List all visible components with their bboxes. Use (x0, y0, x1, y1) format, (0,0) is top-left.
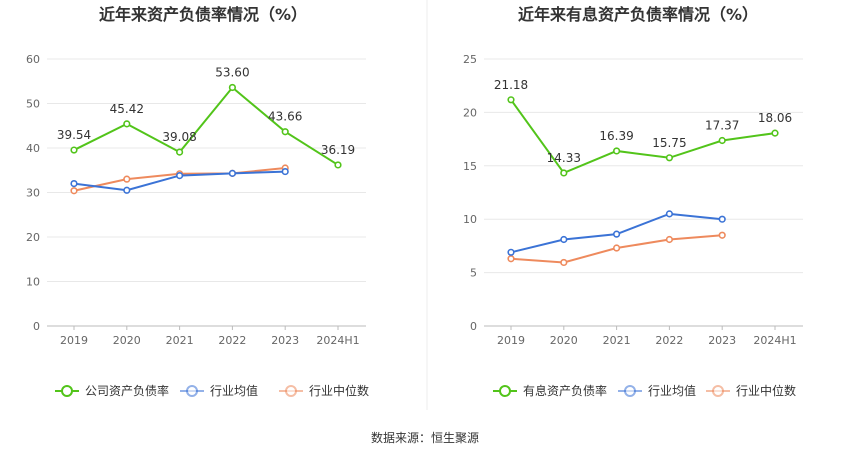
legend-label: 有息资产负债率 (523, 383, 607, 398)
data-point (123, 186, 131, 194)
y-tick-label: 5 (470, 267, 477, 280)
data-label: 53.60 (215, 65, 249, 79)
data-point (560, 235, 568, 244)
data-label: 45.42 (110, 102, 144, 116)
data-label: 15.75 (652, 136, 686, 150)
data-label: 39.54 (57, 128, 91, 142)
legend-label: 行业中位数 (309, 383, 369, 398)
data-point (123, 175, 131, 183)
chart-panel-2: 近年来有息资产负债率情况（%） 0 5 10 15 20 25 2019 2020 2021 202… (463, 5, 803, 398)
y-tick-label: 25 (463, 53, 477, 66)
data-point (507, 248, 515, 256)
data-label: 17.37 (705, 118, 739, 132)
legend-label: 公司资产负债率 (85, 383, 169, 398)
data-point (718, 231, 726, 239)
data-point (281, 128, 289, 136)
y-tick-label: 50 (26, 98, 40, 111)
data-point (718, 215, 726, 223)
data-point (665, 154, 674, 162)
data-point (70, 187, 78, 195)
x-tick-label: 2024H1 (316, 334, 359, 347)
y-tick-label: 20 (26, 231, 40, 244)
data-label: 36.19 (321, 143, 355, 157)
x-tick-label: 2022 (218, 334, 246, 347)
y-tick-label: 30 (26, 187, 40, 200)
series-line (73, 86, 339, 166)
y-tick-label: 20 (463, 106, 477, 119)
data-point (665, 210, 674, 218)
x-tick-label: 2022 (655, 334, 683, 347)
legend-label: 行业中位数 (736, 383, 796, 398)
series-line (510, 99, 776, 175)
y-tick-label: 40 (26, 142, 40, 155)
data-point (228, 169, 236, 177)
data-point (560, 258, 568, 267)
data-point (123, 120, 131, 128)
legend-item: 行业中位数 (706, 383, 796, 398)
legend-marker (285, 385, 297, 397)
data-point (718, 136, 726, 145)
data-point (228, 83, 236, 92)
legend-marker (61, 385, 73, 397)
x-tick-label: 2021 (166, 334, 194, 347)
legend-marker (186, 385, 198, 397)
data-point (176, 148, 184, 156)
legend-marker (624, 385, 636, 397)
data-label: 43.66 (268, 110, 302, 124)
data-point (560, 169, 568, 177)
legend-marker (712, 385, 724, 397)
y-tick-label: 15 (463, 160, 477, 173)
data-label: 14.33 (547, 151, 581, 165)
y-tick-label: 0 (470, 320, 477, 333)
y-tick-label: 10 (463, 213, 477, 226)
legend-item: 行业中位数 (279, 383, 369, 398)
y-tick-label: 10 (26, 276, 40, 289)
data-point (70, 180, 78, 188)
x-tick-label: 2023 (708, 334, 736, 347)
x-tick-label: 2020 (113, 334, 141, 347)
data-label: 39.08 (162, 130, 196, 144)
data-label: 18.06 (758, 111, 792, 125)
x-tick-label: 2021 (603, 334, 631, 347)
data-point (176, 171, 184, 180)
data-point (507, 255, 515, 263)
x-tick-label: 2023 (271, 334, 299, 347)
legend-label: 行业均值 (648, 383, 696, 398)
data-point (281, 167, 289, 176)
data-point (334, 161, 342, 169)
data-point (70, 146, 78, 154)
x-tick-label: 2019 (60, 334, 88, 347)
legend-item: 有息资产负债率 (493, 383, 607, 398)
data-point (612, 230, 621, 238)
legend-item: 公司资产负债率 (55, 383, 169, 398)
legend-label: 行业均值 (210, 383, 258, 398)
legend-item: 行业均值 (618, 383, 696, 398)
y-tick-label: 0 (33, 320, 40, 333)
chart-panel-1: 近年来资产负债率情况（%） 0 10 20 30 40 50 60 2019 2020 2021 20… (26, 5, 369, 398)
chart-title: 近年来资产负债率情况（%） (99, 5, 307, 24)
x-tick-label: 2019 (497, 334, 525, 347)
legend-item: 行业均值 (180, 383, 258, 398)
data-point (665, 235, 674, 244)
data-point (771, 129, 779, 137)
data-point (612, 147, 621, 155)
chart-title: 近年来有息资产负债率情况（%） (518, 5, 758, 24)
x-tick-label: 2020 (550, 334, 578, 347)
y-tick-label: 60 (26, 53, 40, 66)
data-point (507, 96, 515, 104)
data-point (612, 244, 621, 252)
x-tick-label: 2024H1 (753, 334, 796, 347)
legend-marker (499, 385, 511, 397)
data-label: 16.39 (599, 129, 633, 143)
data-source: 数据来源：恒生聚源 (371, 430, 479, 445)
data-label: 21.18 (494, 78, 528, 92)
